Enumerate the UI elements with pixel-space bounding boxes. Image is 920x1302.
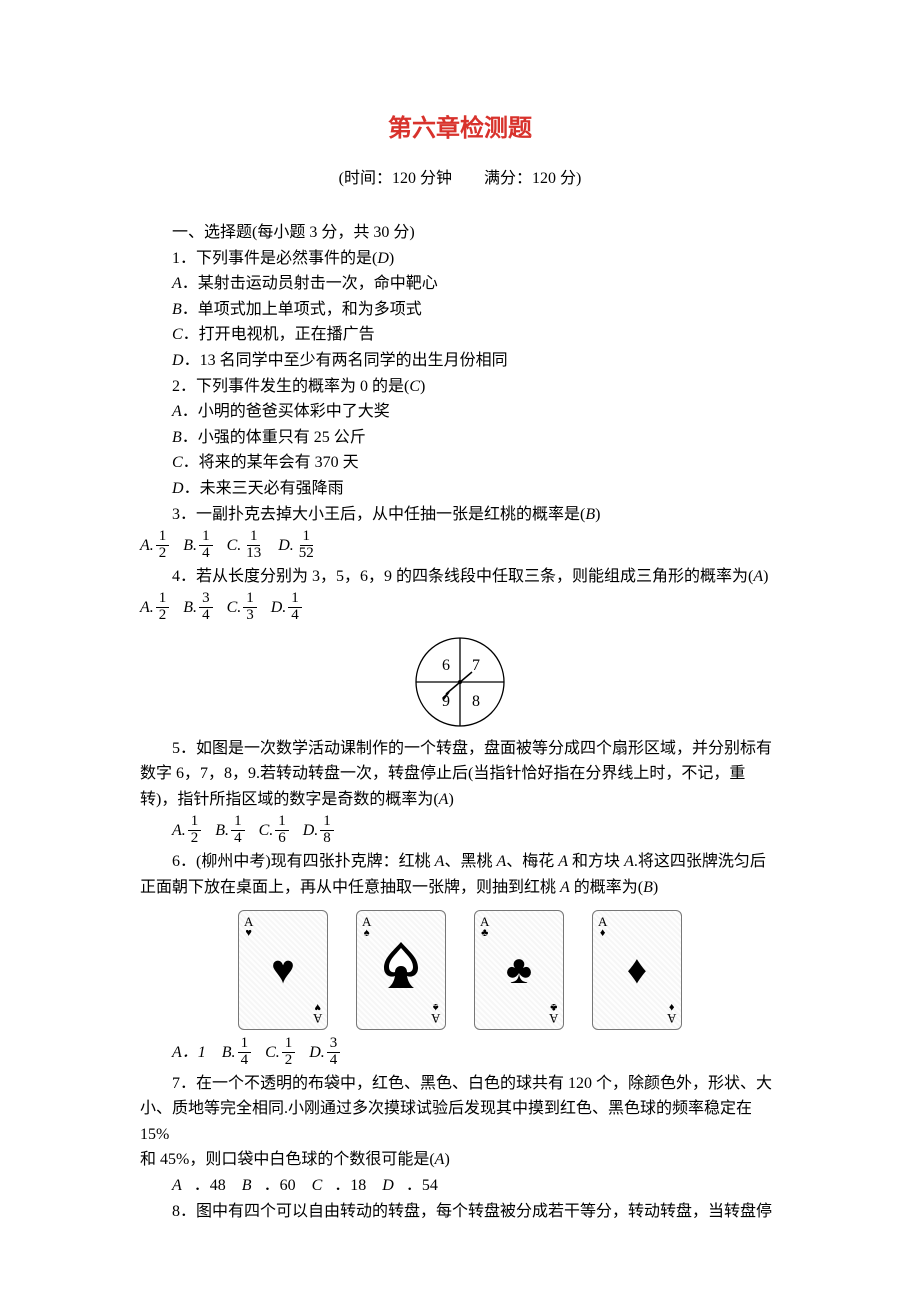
q3-opt-c: C.113 — [227, 529, 265, 562]
diamonds-icon: ♦ — [627, 950, 647, 990]
q6-close: ) — [653, 879, 658, 896]
q5-opt-a: A.12 — [172, 814, 201, 847]
q3-opt-d: D.152 — [278, 529, 317, 562]
card-hearts: A♥ ♥ A♥ — [238, 910, 328, 1030]
q2-stem: 2．下列事件发生的概率为 0 的是(C) — [140, 374, 780, 400]
q4-opt-b: B.34 — [183, 591, 212, 624]
q5-line3: 转)，指针所指区域的数字是奇数的概率为(A) — [140, 787, 780, 813]
q7-text3: 和 45%，则口袋中白色球的个数很可能是( — [140, 1151, 435, 1168]
card-clubs: A♣ ♣ A♣ — [474, 910, 564, 1030]
q1-answer: D — [377, 250, 389, 267]
q5-opt-b: B.14 — [215, 814, 244, 847]
q6-line2: 正面朝下放在桌面上，再从中任意抽取一张牌，则抽到红桃 A 的概率为(B) — [140, 875, 780, 901]
q2-text: 2．下列事件发生的概率为 0 的是( — [172, 378, 409, 395]
spinner-br: 8 — [472, 693, 480, 710]
card-diamonds: A♦ ♦ A♦ — [592, 910, 682, 1030]
q6-line1: 6．(柳州中考)现有四张扑克牌：红桃 A、黑桃 A、梅花 A 和方块 A.将这四… — [140, 849, 780, 875]
q3-close: ) — [595, 506, 600, 523]
q5-options: A.12 B.14 C.16 D.18 — [172, 814, 780, 847]
q6-opt-d: D.34 — [309, 1036, 340, 1069]
q5-close: ) — [448, 791, 453, 808]
q7-line3: 和 45%，则口袋中白色球的个数很可能是(A) — [140, 1147, 780, 1173]
q2-opt-b: B．小强的体重只有 25 公斤 — [140, 425, 780, 451]
chapter-title: 第六章检测题 — [140, 110, 780, 148]
q6-opt-b: B.14 — [222, 1036, 251, 1069]
q3-opt-a: A.12 — [140, 529, 169, 562]
q1-close: ) — [389, 250, 394, 267]
q6-options: A．1 B.14 C.12 D.34 — [172, 1036, 780, 1069]
q2-opt-d: D．未来三天必有强降雨 — [140, 476, 780, 502]
spinner-icon: 6 7 9 8 — [412, 634, 508, 730]
q3-answer: B — [585, 506, 595, 523]
q4-options: A.12 B.34 C.13 D.14 — [140, 591, 780, 624]
q7-line1: 7．在一个不透明的布袋中，红色、黑色、白色的球共有 120 个，除颜色外，形状、… — [140, 1071, 780, 1097]
q4-opt-c: C.13 — [227, 591, 257, 624]
q4-opt-d: D.14 — [271, 591, 302, 624]
q5-line2: 数字 6，7，8，9.若转动转盘一次，转盘停止后(当指针恰好指在分界线上时，不记… — [140, 761, 780, 787]
q7-opt-d: D．54 — [382, 1177, 438, 1194]
q1-opt-c: C．打开电视机，正在播广告 — [140, 322, 780, 348]
hearts-icon: ♥ — [271, 950, 295, 990]
q5-answer: A — [439, 791, 449, 808]
q6-answer: B — [643, 879, 653, 896]
card-spades: A♠ A♠ — [356, 910, 446, 1030]
cards-figure: A♥ ♥ A♥ A♠ A♠ A♣ ♣ A♣ A♦ ♦ A♦ — [140, 910, 780, 1030]
section-1-heading: 一、选择题(每小题 3 分，共 30 分) — [140, 220, 780, 246]
spinner-tl: 6 — [442, 657, 450, 674]
q7-opt-a: A．48 — [172, 1177, 226, 1194]
page: 第六章检测题 (时间：120 分钟 满分：120 分) 一、选择题(每小题 3 … — [0, 0, 920, 1302]
clubs-icon: ♣ — [506, 950, 532, 990]
q5-text3: 转)，指针所指区域的数字是奇数的概率为( — [140, 791, 439, 808]
q4-text: 4．若从长度分别为 3，5，6，9 的四条线段中任取三条，则能组成三角形的概率为… — [172, 568, 753, 585]
q2-opt-c: C．将来的某年会有 370 天 — [140, 450, 780, 476]
q2-opt-a: A．小明的爸爸买体彩中了大奖 — [140, 399, 780, 425]
q3-stem: 3．一副扑克去掉大小王后，从中任抽一张是红桃的概率是(B) — [140, 502, 780, 528]
q5-opt-c: C.16 — [259, 814, 289, 847]
q4-stem: 4．若从长度分别为 3，5，6，9 的四条线段中任取三条，则能组成三角形的概率为… — [140, 564, 780, 590]
q6-opt-c: C.12 — [265, 1036, 295, 1069]
q4-close: ) — [763, 568, 768, 585]
q5-line1: 5．如图是一次数学活动课制作的一个转盘，盘面被等分成四个扇形区域，并分别标有 — [140, 736, 780, 762]
q3-text: 3．一副扑克去掉大小王后，从中任抽一张是红桃的概率是( — [172, 506, 585, 523]
q8-line1: 8．图中有四个可以自由转动的转盘，每个转盘被分成若干等分，转动转盘，当转盘停 — [140, 1199, 780, 1225]
q7-close: ) — [444, 1151, 449, 1168]
q4-answer: A — [753, 568, 763, 585]
q4-opt-a: A.12 — [140, 591, 169, 624]
q1-stem: 1．下列事件是必然事件的是(D) — [140, 246, 780, 272]
q7-opt-c: C．18 — [312, 1177, 367, 1194]
subtitle: (时间：120 分钟 满分：120 分) — [140, 166, 780, 192]
q3-opt-b: B.14 — [183, 529, 212, 562]
q7-line2: 小、质地等完全相同.小刚通过多次摸球试验后发现其中摸到红色、黑色球的频率稳定在 … — [140, 1096, 780, 1147]
q5-opt-d: D.18 — [303, 814, 334, 847]
q2-close: ) — [420, 378, 425, 395]
spinner-tr: 7 — [472, 657, 480, 674]
q6-opt-a: A．1 — [172, 1040, 208, 1066]
q1-opt-b: B．单项式加上单项式，和为多项式 — [140, 297, 780, 323]
q7-options: A．48 B．60 C．18 D．54 — [140, 1173, 780, 1199]
q1-opt-d: D．13 名同学中至少有两名同学的出生月份相同 — [140, 348, 780, 374]
q3-options: A.12 B.14 C.113 D.152 — [140, 529, 780, 562]
spades-icon — [378, 938, 424, 1002]
q1-text: 1．下列事件是必然事件的是( — [172, 250, 377, 267]
spinner-figure: 6 7 9 8 — [140, 634, 780, 730]
q7-answer: A — [435, 1151, 445, 1168]
q2-answer: C — [409, 378, 420, 395]
q7-opt-b: B．60 — [242, 1177, 296, 1194]
q1-opt-a: AA．某射击运动员射击一次，命中靶心．某射击运动员射击一次，命中靶心 — [140, 271, 780, 297]
